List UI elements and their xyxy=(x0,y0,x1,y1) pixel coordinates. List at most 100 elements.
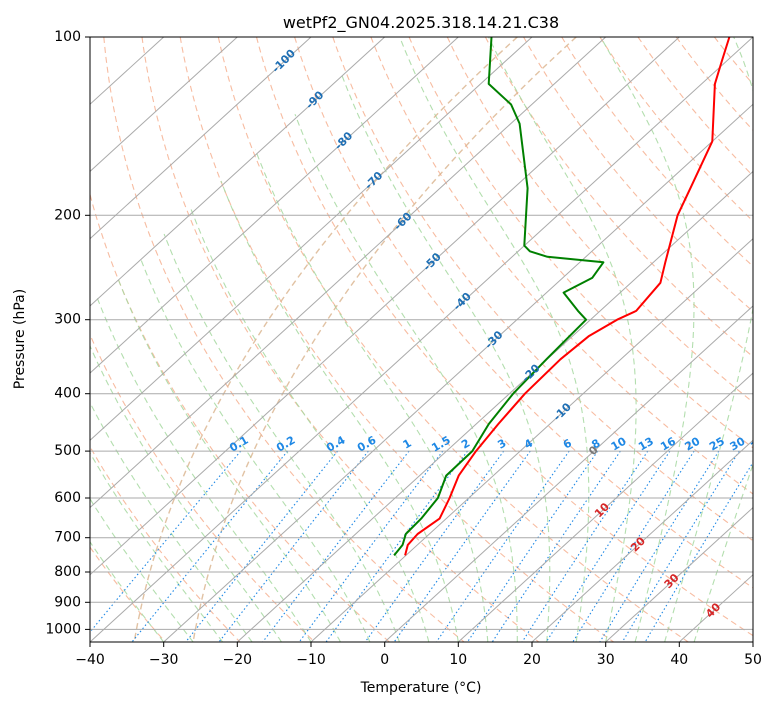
mixing-ratio-line xyxy=(298,450,444,642)
dry-adiabat-line xyxy=(484,37,753,358)
mixing-ratio-line xyxy=(90,450,242,633)
isotherm-line xyxy=(236,170,753,642)
saturation-curve-line xyxy=(192,37,577,642)
moist-adiabat-line xyxy=(399,37,590,642)
plot-area: 0.1 0.2 0.4 0.6 1 1.5 2 3 4 6 8 10 13 16 20 25 30 36-100-… xyxy=(90,37,768,642)
x-axis-ticks: −40 −30 −20 −10 0 10 20 30 40 50 xyxy=(75,642,762,668)
mixing-ratio-line xyxy=(185,450,339,642)
isotherm-line xyxy=(90,37,680,576)
y-tick-label: 200 xyxy=(54,207,81,223)
moist-adiabat-line xyxy=(90,540,165,642)
isotherm-line xyxy=(384,305,753,642)
moist-adiabat-line xyxy=(664,37,753,642)
x-tick-label: 20 xyxy=(523,652,541,668)
dry-adiabat-line xyxy=(255,37,753,637)
isotherm-line xyxy=(163,103,753,642)
y-tick-label: 100 xyxy=(54,29,81,45)
mixing-ratio-line xyxy=(262,450,410,642)
isotherm-line xyxy=(90,37,312,240)
dewpoint-profile-line xyxy=(393,37,605,557)
dry-adiabat-line xyxy=(90,445,241,642)
isotherm-line xyxy=(605,506,753,642)
dry-adiabat-line xyxy=(446,37,753,403)
y-tick-label: 800 xyxy=(54,564,81,580)
x-tick-label: 40 xyxy=(670,652,688,668)
y-tick-label: 400 xyxy=(54,386,81,402)
mixing-ratio-line xyxy=(521,450,649,642)
chart-title: wetPf2_GN04.2025.318.14.21.C38 xyxy=(283,13,559,33)
mixing-ratio-label: 2 xyxy=(459,437,472,452)
moist-adiabat-line xyxy=(254,149,489,642)
saturation-curve-line xyxy=(133,37,518,642)
mixing-ratio-line xyxy=(131,450,289,642)
temperature-profile-line xyxy=(404,37,731,556)
isotherm-line xyxy=(90,37,386,307)
isotherm-line xyxy=(531,439,753,642)
y-tick-label: 900 xyxy=(54,594,81,610)
mixing-ratio-line xyxy=(467,450,599,642)
saturation-curve xyxy=(133,37,577,642)
x-tick-label: −40 xyxy=(75,652,105,668)
mixing-ratio-line xyxy=(435,450,570,642)
dry-adiabat-line xyxy=(599,37,753,222)
isotherm-line xyxy=(90,37,238,173)
isotherm-line xyxy=(752,641,753,642)
moist-adiabat-line xyxy=(96,297,312,642)
moist-adiabats xyxy=(90,37,753,642)
moist-adiabat-line xyxy=(600,37,695,642)
dry-adiabat-line xyxy=(561,37,753,267)
dry-adiabat-line xyxy=(103,37,465,642)
x-axis-label: Temperature (°C) xyxy=(360,680,482,696)
moist-adiabat-line xyxy=(488,37,637,642)
x-tick-label: −10 xyxy=(296,652,326,668)
isotherm-line xyxy=(90,37,533,442)
y-tick-label: 300 xyxy=(54,312,81,328)
mixing-ratio-line xyxy=(325,450,468,642)
dry-adiabat-line xyxy=(90,333,316,642)
pressure-gridlines xyxy=(90,37,753,630)
dry-adiabat-line xyxy=(370,37,753,495)
moist-adiabat-line xyxy=(340,72,551,642)
x-tick-label: 50 xyxy=(744,652,762,668)
line-labels: 0.1 0.2 0.4 0.6 1 1.5 2 3 4 6 8 10 13 16 20 25 30 36-100-… xyxy=(227,47,768,621)
mixing-ratio-line xyxy=(599,450,720,642)
dry-adiabat-line xyxy=(294,37,753,589)
mixing-ratio-line xyxy=(393,450,531,642)
data-series xyxy=(393,37,731,557)
moist-adiabat-line xyxy=(117,277,341,642)
x-tick-label: −20 xyxy=(223,652,253,668)
moist-adiabat-line xyxy=(90,401,253,642)
isotherm-line xyxy=(457,372,753,642)
mixing-ratio-lines xyxy=(90,450,753,642)
moist-adiabat-line xyxy=(90,451,224,642)
moist-adiabat-line xyxy=(693,462,753,642)
isotherm-line xyxy=(90,37,753,642)
moist-adiabat-line xyxy=(220,180,459,642)
mixing-ratio-label: 6 xyxy=(561,436,574,451)
isotherms xyxy=(90,37,753,642)
dry-adiabat-line xyxy=(141,37,540,642)
mixing-ratio-line xyxy=(644,461,753,642)
mixing-ratio-label: 3 xyxy=(495,437,508,452)
mixing-ratio-label: 1 xyxy=(401,437,414,452)
dry-adiabat-line xyxy=(408,37,753,449)
x-tick-label: 0 xyxy=(380,652,389,668)
plot-frame xyxy=(89,36,754,643)
moist-adiabat-line xyxy=(190,208,430,642)
dry-adiabat-line xyxy=(217,37,689,642)
mixing-ratio-line xyxy=(364,450,505,642)
dry-adiabat-line xyxy=(752,37,753,39)
mixing-ratio-line xyxy=(545,450,671,642)
mixing-ratio-label: 36 xyxy=(748,434,768,453)
dry-adiabat-line xyxy=(637,37,753,177)
y-tick-label: 700 xyxy=(54,530,81,546)
isotherm-line xyxy=(90,37,459,374)
isotherm-label: -100 xyxy=(269,47,298,76)
dry-adiabat-line xyxy=(179,37,614,642)
y-axis-label: Pressure (hPa) xyxy=(12,289,28,389)
x-tick-label: 30 xyxy=(597,652,615,668)
y-tick-label: 1000 xyxy=(45,621,81,637)
mixing-ratio-line xyxy=(491,450,621,642)
y-tick-label: 500 xyxy=(54,443,81,459)
